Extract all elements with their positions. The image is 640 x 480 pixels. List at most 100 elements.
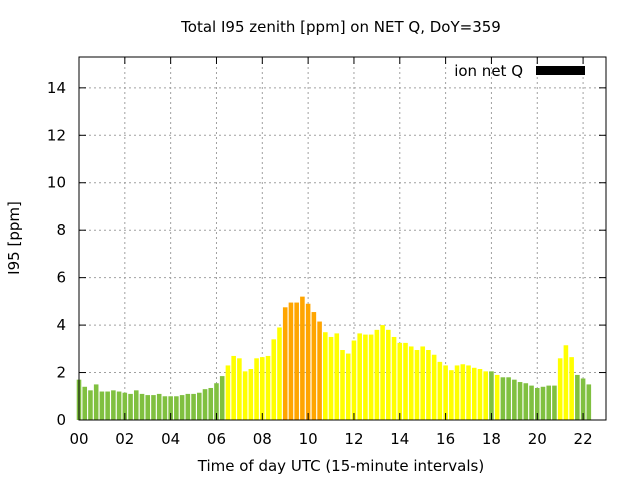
x-tick-label: 14 [390, 430, 409, 448]
x-tick-label: 12 [344, 430, 363, 448]
bar [168, 396, 173, 420]
legend-swatch [536, 66, 585, 75]
x-tick-label: 02 [115, 430, 134, 448]
x-tick-label: 16 [436, 430, 455, 448]
bar [82, 386, 88, 420]
bar [294, 302, 299, 420]
bar [397, 342, 403, 420]
x-tick-label: 06 [207, 430, 226, 448]
bar [162, 396, 168, 420]
bar [340, 350, 345, 420]
bar [254, 358, 259, 420]
bar [431, 354, 437, 420]
bar [351, 340, 357, 420]
bar [99, 391, 105, 420]
bar [357, 333, 362, 420]
x-axis-label: Time of day UTC (15-minute intervals) [197, 457, 484, 475]
x-tick-label: 04 [161, 430, 180, 448]
bar [569, 357, 574, 420]
bar [586, 384, 592, 420]
bars [76, 296, 592, 420]
bar [122, 392, 128, 420]
bar [534, 387, 540, 420]
bar [368, 334, 374, 420]
bar [208, 387, 214, 420]
bar [174, 396, 179, 420]
y-tick-label: 2 [56, 364, 66, 382]
bar [231, 355, 236, 420]
bar [323, 332, 328, 420]
bar [500, 377, 506, 420]
bar [517, 382, 523, 420]
bar [248, 368, 254, 420]
bar [546, 385, 552, 420]
bar [185, 393, 191, 420]
bar [345, 353, 351, 420]
legend: ion net Q [454, 62, 585, 80]
x-tick-label: 00 [69, 430, 88, 448]
bar [386, 329, 391, 420]
bar [483, 371, 488, 420]
bar [580, 378, 586, 420]
bar [454, 365, 460, 420]
bar [443, 365, 448, 420]
bar [288, 302, 294, 420]
plot-frame [78, 56, 607, 421]
bar [191, 393, 196, 420]
bar [93, 384, 99, 420]
legend-label: ion net Q [454, 62, 523, 80]
bar [88, 390, 93, 420]
bar [563, 345, 569, 420]
bar [305, 303, 311, 420]
bar [408, 346, 414, 420]
bar [471, 367, 477, 420]
bar [300, 296, 305, 420]
bar [156, 393, 162, 420]
bar [260, 357, 265, 420]
x-tick-label: 18 [482, 430, 501, 448]
ticks [78, 57, 606, 421]
bar [282, 307, 288, 420]
bar [197, 392, 202, 420]
bar [225, 365, 231, 420]
y-axis-label: I95 [ppm] [5, 201, 23, 275]
bar [317, 321, 322, 420]
bar [219, 376, 225, 420]
bar [494, 374, 500, 420]
bar [420, 346, 425, 420]
bar [540, 386, 546, 420]
bar [437, 361, 443, 420]
y-tick-label: 6 [56, 269, 66, 287]
bar [426, 350, 431, 420]
bar [237, 358, 242, 420]
bar [380, 325, 385, 420]
bar [311, 312, 317, 420]
bar [179, 395, 185, 420]
bar [111, 390, 116, 420]
bar [151, 395, 156, 420]
bar [139, 393, 145, 420]
y-tick-label: 12 [47, 126, 66, 144]
bar [449, 370, 454, 420]
bar [557, 358, 563, 420]
bar [391, 336, 397, 420]
bar [506, 377, 511, 420]
bar [277, 327, 282, 420]
y-tick-label: 0 [56, 411, 66, 429]
bar [374, 329, 380, 420]
y-tick-label: 8 [56, 221, 66, 239]
bar [128, 393, 133, 420]
bar [271, 339, 277, 420]
bar [414, 350, 420, 420]
bar [133, 390, 139, 420]
x-tick-label: 08 [253, 430, 272, 448]
bar [512, 379, 517, 420]
bar [403, 342, 408, 420]
bar [575, 374, 580, 420]
x-tick-label: 22 [574, 430, 593, 448]
bar [460, 364, 466, 420]
bar [523, 383, 529, 420]
bar [265, 355, 271, 420]
